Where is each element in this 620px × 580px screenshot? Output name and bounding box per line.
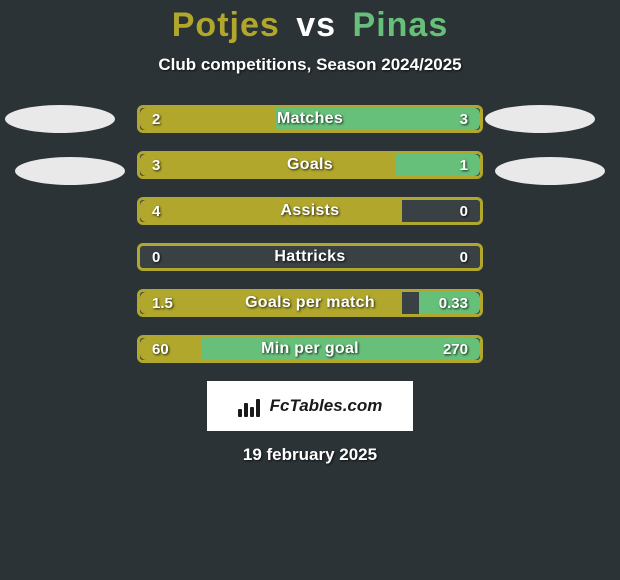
badge-text: FcTables.com bbox=[270, 396, 383, 416]
stat-label: Matches bbox=[140, 108, 480, 130]
comparison-title: Potjes vs Pinas bbox=[0, 6, 620, 45]
stat-row: Hattricks0 0 bbox=[0, 243, 620, 271]
source-badge: FcTables.com bbox=[207, 381, 413, 431]
stat-label: Goals bbox=[140, 154, 480, 176]
stat-label: Goals per match bbox=[140, 292, 480, 314]
date-line: 19 february 2025 bbox=[0, 445, 620, 465]
stat-value-right: 0 bbox=[460, 246, 468, 268]
player2-name: Pinas bbox=[353, 6, 449, 44]
stat-label: Min per goal bbox=[140, 338, 480, 360]
stat-value-right: 0.33 bbox=[439, 292, 468, 314]
stat-value-left: 1.5 bbox=[152, 292, 173, 314]
stat-row: Goals3 1 bbox=[0, 151, 620, 179]
stat-bar-track: Assists4 0 bbox=[137, 197, 483, 225]
stat-label: Hattricks bbox=[140, 246, 480, 268]
stat-value-right: 3 bbox=[460, 108, 468, 130]
bars-icon bbox=[238, 395, 264, 417]
stat-value-left: 2 bbox=[152, 108, 160, 130]
stat-value-left: 0 bbox=[152, 246, 160, 268]
stat-bar-track: Goals3 1 bbox=[137, 151, 483, 179]
stats-area: Matches23Goals31Assists40Hattricks00Goal… bbox=[0, 105, 620, 363]
stat-label: Assists bbox=[140, 200, 480, 222]
stat-row: Goals per match1.5 0.33 bbox=[0, 289, 620, 317]
stat-value-left: 3 bbox=[152, 154, 160, 176]
stat-bar-track: Goals per match1.5 0.33 bbox=[137, 289, 483, 317]
stat-value-right: 0 bbox=[460, 200, 468, 222]
stat-bar-track: Matches2 3 bbox=[137, 105, 483, 133]
player1-name: Potjes bbox=[172, 6, 280, 44]
subtitle: Club competitions, Season 2024/2025 bbox=[0, 55, 620, 75]
vs-label: vs bbox=[296, 6, 336, 44]
stat-value-right: 1 bbox=[460, 154, 468, 176]
stat-row: Matches2 3 bbox=[0, 105, 620, 133]
stat-row: Min per goal60 270 bbox=[0, 335, 620, 363]
stat-bar-track: Hattricks0 0 bbox=[137, 243, 483, 271]
stat-row: Assists4 0 bbox=[0, 197, 620, 225]
stat-bar-track: Min per goal60 270 bbox=[137, 335, 483, 363]
stat-value-right: 270 bbox=[443, 338, 468, 360]
stat-value-left: 4 bbox=[152, 200, 160, 222]
infographic-root: Potjes vs Pinas Club competitions, Seaso… bbox=[0, 0, 620, 465]
stat-value-left: 60 bbox=[152, 338, 169, 360]
